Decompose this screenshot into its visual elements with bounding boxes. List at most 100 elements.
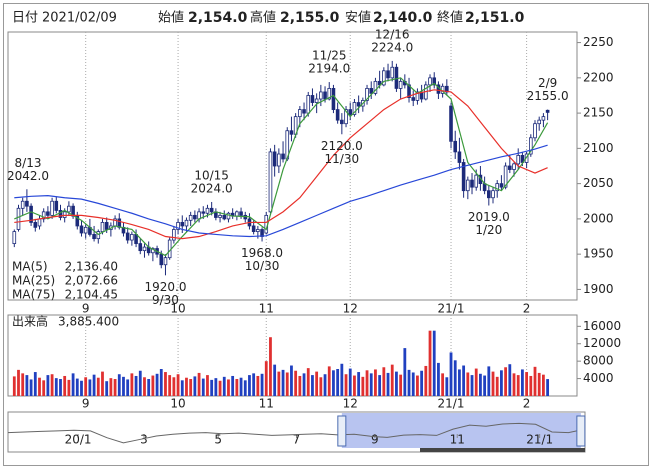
candle-body: [449, 105, 453, 142]
volume-bar: [424, 365, 428, 396]
candle-body: [239, 211, 243, 216]
volume-bar: [33, 372, 37, 396]
y-tick-label: 2200: [583, 70, 614, 84]
volume-bar: [378, 375, 382, 396]
y-tick-label: 2050: [583, 176, 614, 190]
volume-bar: [332, 370, 335, 396]
volume-bar: [54, 378, 58, 396]
navigator-tick-label: 5: [214, 433, 222, 447]
candle-body: [373, 80, 378, 94]
candle-body: [461, 162, 466, 192]
volume-bar: [159, 369, 163, 396]
candle-body: [41, 211, 46, 220]
candle-body: [188, 214, 193, 221]
header-value: 2,155.0: [280, 10, 340, 26]
volume-bar: [42, 380, 46, 396]
header-label: 高値: [250, 10, 276, 26]
candle-body: [235, 211, 239, 217]
volume-bar: [390, 364, 394, 396]
navigator-handle[interactable]: [576, 415, 586, 447]
candle-body: [369, 88, 374, 94]
volume-bar: [231, 375, 235, 396]
volume-bar: [458, 369, 461, 396]
volume-bar: [420, 370, 424, 396]
volume-bar: [466, 372, 470, 396]
navigator-bar: [420, 448, 585, 452]
volume-bar: [92, 374, 96, 396]
navigator-line: [7, 422, 586, 444]
volume-bar: [483, 375, 487, 396]
volume-bar: [84, 377, 88, 396]
candle-body: [62, 211, 67, 218]
candle-body: [411, 97, 416, 101]
candle-body: [537, 119, 542, 125]
x-tick-label: 21/1: [438, 302, 465, 316]
candle-body: [193, 214, 197, 220]
navigator-handle[interactable]: [337, 415, 347, 447]
candle-body: [100, 222, 105, 232]
volume-bar: [462, 365, 466, 396]
volume-bar: [151, 375, 155, 396]
volume-bar: [143, 377, 146, 396]
volume-bar: [17, 369, 20, 396]
candle-body: [130, 234, 134, 241]
volume-bar: [75, 378, 79, 396]
volume-bar: [353, 375, 356, 396]
x-tick-label: 12: [343, 302, 358, 316]
volume-bar: [193, 376, 197, 396]
volume-bar: [512, 373, 516, 396]
volume-bar: [311, 375, 314, 396]
volume-bar: [470, 375, 474, 396]
ma-line: [14, 144, 548, 238]
candle-body: [172, 229, 176, 241]
volume-bar: [323, 374, 327, 396]
volume-bar: [252, 373, 256, 396]
candle-body: [327, 88, 332, 100]
volume-bar: [210, 379, 214, 396]
volume-bar: [164, 372, 167, 396]
candle-body: [310, 95, 315, 103]
volume-bar: [428, 330, 432, 396]
x-tick-label: 21/1: [438, 397, 465, 411]
volume-bar: [395, 371, 398, 396]
volume-bar: [117, 374, 121, 396]
legend-value: 2,072.66: [65, 274, 118, 288]
volume-bar: [256, 375, 260, 396]
volume-bar: [227, 379, 230, 396]
annotation-date: 11/25: [312, 49, 347, 63]
x-tick-label: 10: [170, 397, 185, 411]
volume-bar: [147, 379, 151, 396]
candle-body: [12, 231, 17, 244]
y-tick-label: 2150: [583, 106, 614, 120]
header-value: 2,154.0: [188, 10, 248, 26]
volume-bar: [399, 374, 403, 396]
volume-bar: [546, 379, 550, 396]
volume-bar: [382, 367, 386, 396]
volume-bar: [281, 369, 285, 396]
candle-body: [33, 222, 38, 228]
candle-body: [470, 179, 474, 188]
navigator-tick-label: 21/1: [526, 433, 553, 447]
volume-current: 3,885.400: [58, 315, 119, 329]
volume-bar: [21, 373, 25, 396]
volume-bar: [214, 378, 218, 396]
volume-bar: [474, 368, 478, 396]
candle-body: [356, 102, 361, 107]
annotation-label: 2042.0: [7, 169, 49, 183]
candle-body: [180, 222, 185, 227]
candle-body: [209, 207, 214, 213]
legend-name: MA(25): [12, 274, 55, 288]
candle-body: [134, 234, 138, 244]
annotation-label: 2024.0: [191, 181, 233, 195]
volume-name: 出来高: [12, 314, 48, 329]
candle-body: [163, 257, 168, 266]
candle-body: [142, 246, 147, 252]
candle-body: [487, 190, 491, 199]
x-tick-label: 12: [343, 397, 358, 411]
candle-body: [184, 219, 189, 227]
volume-bar: [386, 372, 390, 396]
volume-bar: [180, 380, 184, 396]
candle-body: [344, 109, 348, 125]
navigator-tick-label: 9: [371, 433, 379, 447]
